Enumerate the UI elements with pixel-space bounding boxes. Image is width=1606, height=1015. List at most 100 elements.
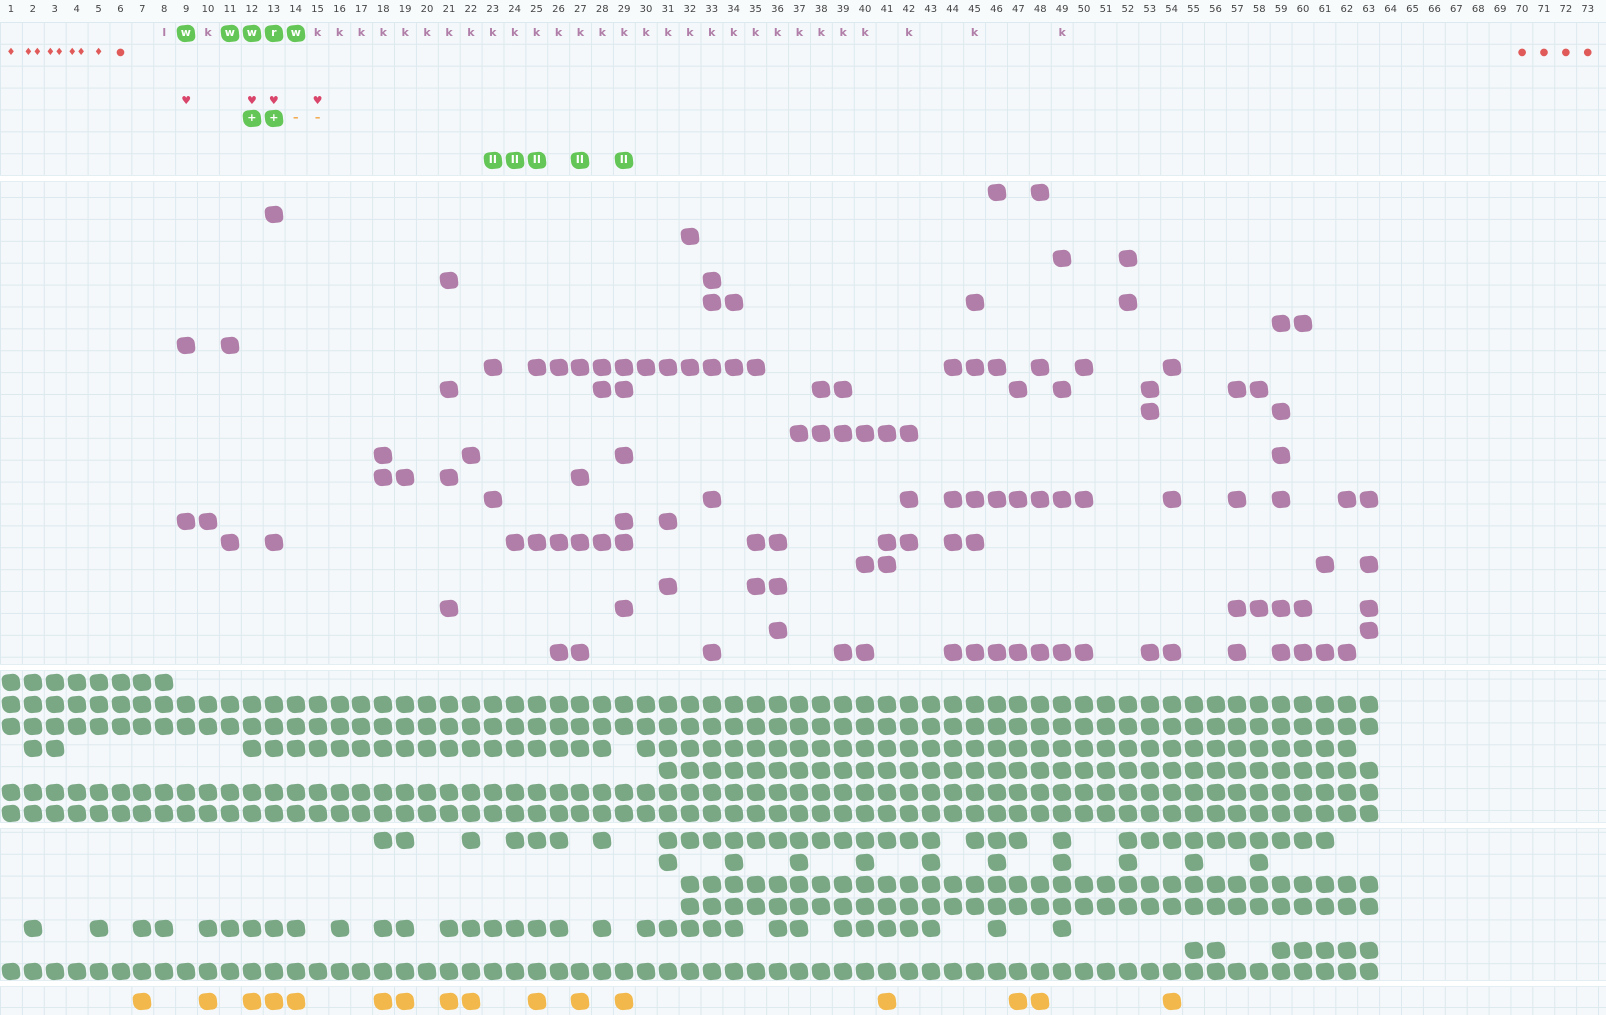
green-cell[interactable] bbox=[1052, 896, 1073, 916]
green-cell[interactable] bbox=[986, 918, 1007, 938]
yellow-cell[interactable] bbox=[877, 992, 897, 1011]
green-cell[interactable] bbox=[833, 716, 854, 736]
purple-cell[interactable] bbox=[614, 533, 635, 553]
green-cell[interactable] bbox=[66, 673, 87, 692]
green-cell[interactable] bbox=[920, 760, 941, 780]
green-cell[interactable] bbox=[1293, 738, 1313, 758]
green-cell[interactable] bbox=[154, 804, 175, 824]
k-marker[interactable]: k bbox=[905, 26, 913, 39]
green-cell[interactable] bbox=[1, 716, 21, 736]
green-cell[interactable] bbox=[1227, 694, 1248, 714]
green-cell[interactable] bbox=[986, 896, 1007, 916]
green-cell[interactable] bbox=[1183, 782, 1204, 802]
column-header-17[interactable]: 17 bbox=[354, 4, 368, 15]
column-header-41[interactable]: 41 bbox=[880, 4, 894, 15]
yellow-cell[interactable] bbox=[439, 992, 459, 1011]
column-header-4[interactable]: 4 bbox=[73, 4, 80, 15]
green-cell[interactable] bbox=[745, 831, 766, 850]
green-cell[interactable] bbox=[680, 896, 700, 916]
k-marker[interactable]: k bbox=[970, 26, 979, 39]
green-cell[interactable] bbox=[1008, 738, 1029, 758]
purple-cell[interactable] bbox=[614, 445, 635, 465]
green-cell[interactable] bbox=[1315, 831, 1335, 850]
green-cell[interactable] bbox=[23, 673, 43, 692]
green-cell[interactable] bbox=[1227, 716, 1248, 736]
green-cell[interactable] bbox=[658, 918, 678, 938]
green-cell[interactable] bbox=[680, 716, 700, 736]
column-header-7[interactable]: 7 bbox=[139, 4, 146, 15]
green-cell[interactable] bbox=[745, 738, 766, 758]
green-cell[interactable] bbox=[1052, 874, 1073, 894]
green-cell[interactable] bbox=[899, 874, 919, 894]
green-cell[interactable] bbox=[198, 918, 218, 938]
green-cell[interactable] bbox=[855, 852, 875, 872]
green-cell[interactable] bbox=[658, 694, 678, 714]
green-cell[interactable] bbox=[220, 804, 240, 824]
green-cell[interactable] bbox=[1205, 782, 1226, 802]
green-cell[interactable] bbox=[220, 782, 240, 802]
green-cell[interactable] bbox=[1205, 716, 1226, 736]
green-cell[interactable] bbox=[1118, 874, 1138, 894]
purple-cell[interactable] bbox=[263, 204, 284, 224]
column-header-65[interactable]: 65 bbox=[1406, 4, 1419, 15]
green-cell[interactable] bbox=[1139, 760, 1160, 780]
green-cell[interactable] bbox=[504, 782, 525, 802]
green-cell[interactable] bbox=[1096, 738, 1116, 758]
green-cell[interactable] bbox=[680, 874, 700, 894]
green-cell[interactable] bbox=[1249, 716, 1270, 736]
green-cell[interactable] bbox=[877, 694, 897, 714]
green-cell[interactable] bbox=[526, 716, 547, 736]
purple-cell[interactable] bbox=[833, 423, 854, 443]
purple-cell[interactable] bbox=[198, 511, 218, 531]
green-cell[interactable] bbox=[329, 738, 350, 758]
green-cell[interactable] bbox=[242, 918, 262, 938]
k-marker[interactable]: k bbox=[686, 26, 694, 39]
purple-cell[interactable] bbox=[1315, 642, 1335, 662]
purple-cell[interactable] bbox=[439, 599, 459, 618]
green-cell[interactable] bbox=[1271, 874, 1292, 894]
k-marker[interactable]: k bbox=[445, 26, 453, 39]
green-cell[interactable] bbox=[833, 918, 854, 938]
green-cell[interactable] bbox=[1337, 874, 1357, 894]
green-cell[interactable] bbox=[1271, 962, 1292, 982]
green-cell[interactable] bbox=[1183, 896, 1204, 916]
green-cell[interactable] bbox=[44, 782, 65, 802]
column-header-57[interactable]: 57 bbox=[1230, 4, 1244, 15]
green-cell[interactable] bbox=[395, 694, 416, 714]
green-cell[interactable] bbox=[66, 782, 87, 802]
green-cell[interactable] bbox=[920, 874, 941, 894]
green-cell[interactable] bbox=[417, 962, 437, 982]
column-header-46[interactable]: 46 bbox=[990, 4, 1003, 15]
purple-cell[interactable] bbox=[395, 467, 416, 487]
green-cell[interactable] bbox=[1358, 694, 1379, 714]
green-cell[interactable] bbox=[1139, 782, 1160, 802]
green-cell[interactable] bbox=[899, 716, 919, 736]
purple-cell[interactable] bbox=[1030, 642, 1051, 662]
green-cell[interactable] bbox=[548, 782, 569, 802]
green-cell[interactable] bbox=[461, 716, 481, 736]
green-cell[interactable] bbox=[1315, 782, 1335, 802]
column-header-37[interactable]: 37 bbox=[792, 4, 806, 15]
green-cell[interactable] bbox=[1358, 896, 1379, 916]
green-cell[interactable] bbox=[132, 694, 153, 714]
green-cell[interactable] bbox=[855, 918, 875, 938]
green-cell[interactable] bbox=[1052, 738, 1073, 758]
green-cell[interactable] bbox=[767, 694, 788, 714]
green-cell[interactable] bbox=[1052, 804, 1073, 824]
k-marker[interactable]: k bbox=[576, 26, 585, 39]
green-cell[interactable] bbox=[132, 962, 153, 982]
green-cell[interactable] bbox=[745, 716, 766, 736]
green-cell[interactable] bbox=[592, 782, 613, 802]
green-cell[interactable] bbox=[811, 804, 832, 824]
green-cell[interactable] bbox=[1008, 716, 1029, 736]
purple-cell[interactable] bbox=[1293, 314, 1313, 334]
green-cell[interactable] bbox=[439, 804, 459, 824]
green-cell[interactable] bbox=[680, 760, 700, 780]
green-cell[interactable] bbox=[986, 716, 1007, 736]
column-header-19[interactable]: 19 bbox=[398, 4, 412, 15]
column-header-25[interactable]: 25 bbox=[530, 4, 543, 15]
green-cell[interactable] bbox=[680, 831, 700, 850]
green-cell[interactable] bbox=[1, 694, 21, 714]
green-cell[interactable] bbox=[395, 716, 416, 736]
green-cell[interactable] bbox=[373, 831, 394, 850]
